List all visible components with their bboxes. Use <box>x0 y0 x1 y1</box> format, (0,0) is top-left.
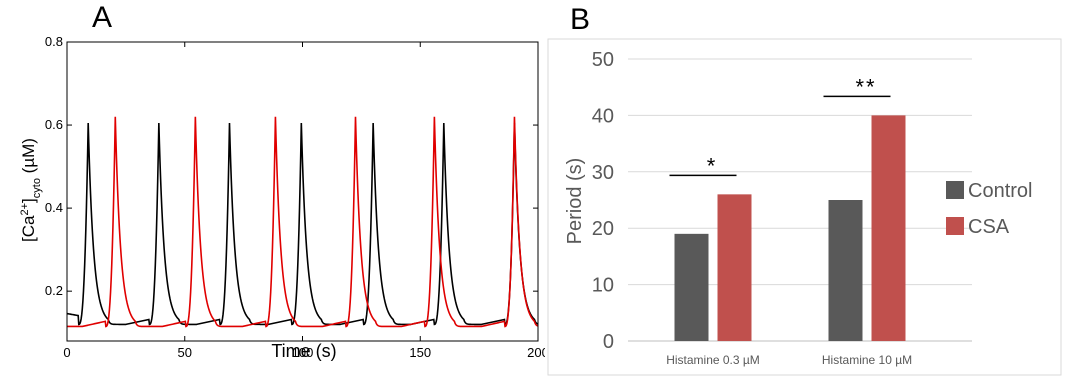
chart-b-y-tick-label: 10 <box>592 275 614 297</box>
chart-b-bar-csa-2 <box>871 115 906 342</box>
chart-a-y-label-bracket: ] <box>19 198 38 203</box>
chart-b-bars-group <box>669 95 906 342</box>
chart-b-bar-control-1 <box>674 233 709 341</box>
chart-b-legend-label-control: Control <box>968 180 1032 202</box>
chart-a-y-tick-label: 0.6 <box>45 117 63 132</box>
chart-a-x-tick-label: 150 <box>409 345 431 360</box>
chart-b-significance-marker: * <box>707 153 718 178</box>
chart-b-y-tick-label: 0 <box>603 331 614 353</box>
chart-b-y-axis-label: Period (s) <box>564 158 586 245</box>
chart-a: 0 50 100 150 200 0.2 0.4 0.6 0.8 Time (s) [Ca2+]… <box>19 34 545 361</box>
chart-a-y-label-base: [Ca <box>19 215 38 242</box>
chart-b-bar-csa-1 <box>717 194 752 341</box>
chart-b-x-tick-label: Histamine 0.3 µM <box>666 353 760 367</box>
chart-b-y-tick-label: 20 <box>592 218 614 240</box>
chart-a-y-label-sup: 2+ <box>19 203 31 216</box>
panel-label-b: B <box>570 3 591 36</box>
chart-a-y-axis-label: [Ca2+]cyto (µM) <box>19 138 43 242</box>
chart-a-series-line-2 <box>67 116 539 328</box>
chart-a-x-axis-label: Time (s) <box>271 341 336 361</box>
chart-b-bar-control-2 <box>828 200 863 341</box>
chart-b-legend-label-csa: CSA <box>968 216 1010 238</box>
chart-a-y-tick-label: 0.8 <box>45 34 63 49</box>
chart-a-y-label-sub: cyto <box>31 178 43 198</box>
chart-b-frame <box>547 38 1062 376</box>
chart-a-x-tick-label: 100 <box>292 345 314 360</box>
chart-b-legend-swatch-csa <box>946 217 964 235</box>
chart-a-y-tick-label: 0.2 <box>45 283 63 298</box>
chart-a-series-group <box>66 116 539 328</box>
chart-a-x-tick-label: 200 <box>527 345 545 360</box>
chart-a-x-tick-label: 50 <box>178 345 192 360</box>
chart-b-y-tick-label: 30 <box>592 162 614 184</box>
chart-b-y-tick-label: 50 <box>592 49 614 71</box>
chart-a-y-label-unit: (µM) <box>19 138 38 178</box>
chart-b-legend-swatch-control <box>946 181 964 199</box>
chart-b-y-tick-label: 40 <box>592 105 614 127</box>
chart-a-y-tick-label: 0.4 <box>45 200 63 215</box>
chart-a-axes-group: 0 50 100 150 200 0.2 0.4 0.6 0.8 <box>45 34 545 360</box>
chart-b-legend: Control CSA <box>946 180 1032 238</box>
chart-b-text-group: 0 10 20 30 40 50 Histamine 0.3 µM * Histamine 10… <box>592 49 912 367</box>
chart-a-series-line-1 <box>66 122 539 326</box>
chart-b-x-tick-label: Histamine 10 µM <box>822 353 912 367</box>
panel-label-a: A <box>92 1 113 34</box>
chart-a-x-tick-label: 0 <box>63 345 70 360</box>
chart-b-significance-marker: ** <box>855 74 876 99</box>
